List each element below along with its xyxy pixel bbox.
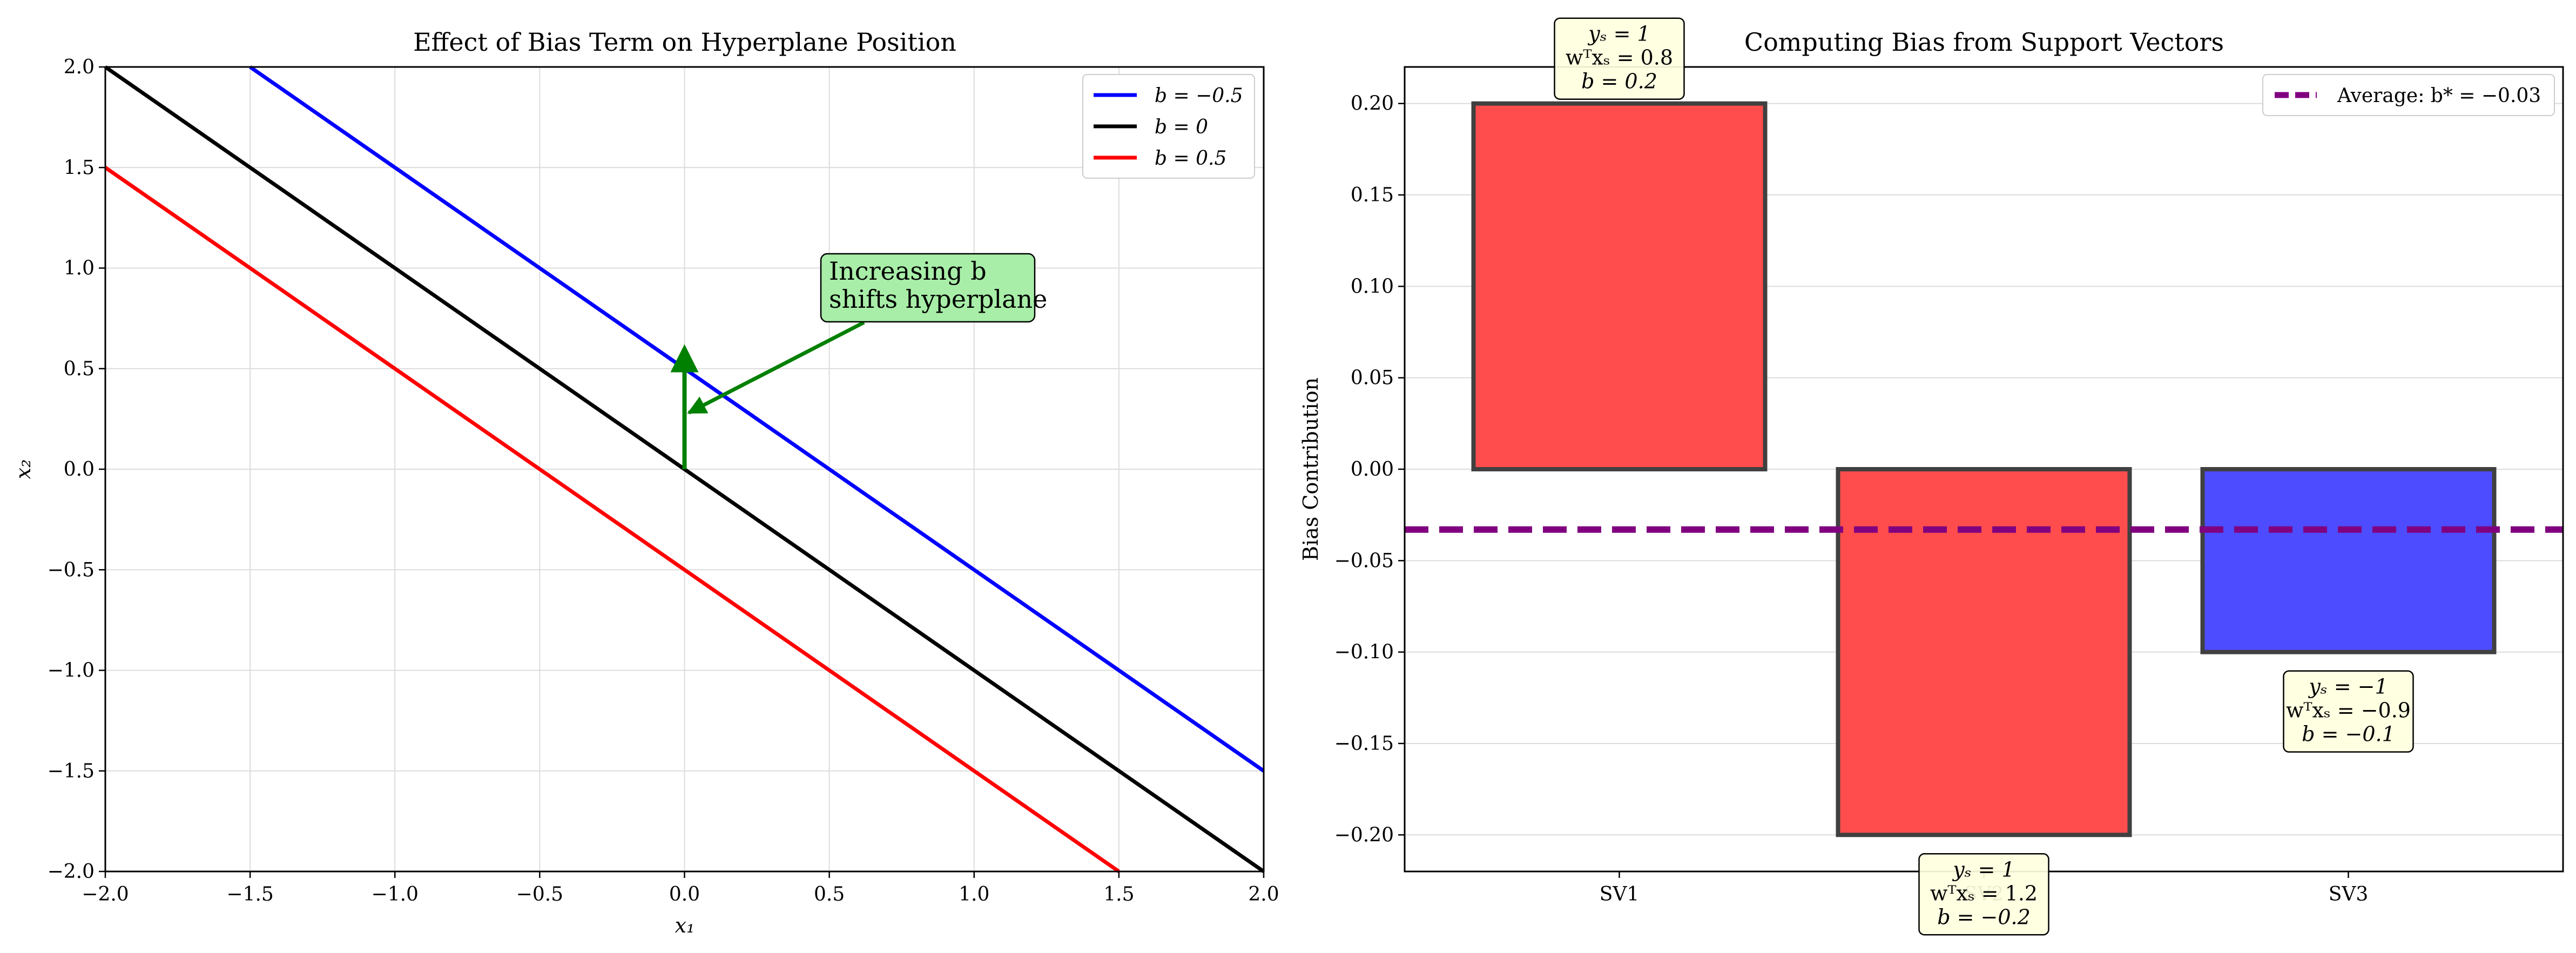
right-y-tick-label: 0.10 (1351, 275, 1394, 298)
left-x-tick-label: 2.0 (1248, 883, 1279, 905)
bar-label-box (2283, 670, 2414, 753)
right-y-tick-label: −0.20 (1334, 824, 1394, 846)
left-y-tick-label: −1.5 (48, 760, 95, 782)
bar-sv1 (1471, 101, 1768, 471)
right-y-axis-label: Bias Contribution (1299, 377, 1323, 561)
normal-arrow-head (670, 344, 699, 373)
right-y-tick-label: 0.00 (1351, 458, 1394, 481)
right-y-tick-label: 0.05 (1351, 367, 1394, 389)
left-x-tick-label: −1.5 (226, 883, 273, 905)
left-chart: Effect of Bias Term on Hyperplane Positi… (11, 28, 1279, 937)
annotation-box (820, 253, 1036, 323)
left-y-tick-label: −2.0 (48, 861, 95, 883)
right-legend-label: Average: b* = −0.03 (2337, 85, 2541, 107)
left-y-tick-label: 0.0 (64, 458, 95, 481)
right-y-tick-label: 0.15 (1351, 184, 1394, 206)
bar-label-line: b = −0.2 (1937, 905, 2031, 929)
left-y-tick-label: 1.0 (64, 258, 95, 280)
bar-label-box (1554, 17, 1685, 100)
bar-label-line: b = −0.1 (2302, 722, 2395, 746)
annotation-line-2: shifts hyperplane (829, 285, 1047, 314)
bar-label-line: b = 0.2 (1581, 70, 1657, 93)
left-x-tick-label: 0.5 (814, 883, 845, 905)
right-y-tick-label: −0.15 (1334, 733, 1394, 755)
left-annotation: Increasing b shifts hyperplane (820, 253, 1047, 323)
left-legend-label: b = 0.5 (1155, 147, 1226, 170)
right-x-tick-label: SV1 (1600, 883, 1640, 905)
left-x-tick-label: −2.0 (82, 883, 129, 905)
annotation-line-1: Increasing b (829, 256, 987, 286)
right-chart-title: Computing Bias from Support Vectors (1744, 28, 2224, 57)
left-x-tick-label: −0.5 (516, 883, 563, 905)
left-y-tick-label: −0.5 (48, 559, 95, 581)
left-normal-arrow (670, 320, 865, 469)
left-x-tick-label: 1.5 (1103, 883, 1134, 905)
left-legend: b = −0.5 b = 0 b = 0.5 (1082, 74, 1255, 179)
left-legend-label: b = −0.5 (1155, 85, 1243, 107)
left-y-tick-label: −1.0 (48, 660, 95, 682)
bar-label-line: wᵀxₛ = 1.2 (1930, 881, 2038, 905)
right-y-tick-label: −0.05 (1334, 550, 1394, 572)
left-y-tick-label: 1.5 (64, 157, 95, 179)
left-y-tick-label: 0.5 (64, 358, 95, 380)
left-y-ticks: −2.0 −1.5 −1.0 −0.5 0.0 0.5 1.0 1.5 2.0 (48, 56, 105, 883)
bar-sv3 (2200, 467, 2497, 654)
bar-label-line: wᵀxₛ = 0.8 (1566, 46, 1673, 70)
left-x-tick-label: 0.0 (669, 883, 700, 905)
left-legend-box (1082, 74, 1255, 179)
right-legend-box (2262, 74, 2555, 116)
left-legend-label: b = 0 (1155, 116, 1208, 138)
bar-label-line: yₛ = 1 (1587, 22, 1650, 46)
left-chart-title: Effect of Bias Term on Hyperplane Positi… (413, 28, 956, 57)
left-x-axis-label: x₁ (675, 914, 695, 937)
bar-label-box (1918, 853, 2049, 936)
right-bars (1471, 101, 2497, 837)
left-x-tick-label: −1.0 (372, 883, 419, 905)
right-x-tick-label: SV3 (2329, 883, 2369, 905)
right-legend: Average: b* = −0.03 (2262, 74, 2555, 116)
hyperplane-line (104, 166, 1120, 873)
bar-label-line: wᵀxₛ = −0.9 (2286, 699, 2411, 722)
bar-sv2 (1836, 467, 2132, 837)
left-x-tick-label: 1.0 (959, 883, 989, 905)
bar-label-line: yₛ = 1 (1952, 857, 2014, 881)
left-x-ticks: −2.0 −1.5 −1.0 −0.5 0.0 0.5 1.0 1.5 2.0 (82, 871, 1279, 905)
hyperplane-line (249, 65, 1265, 773)
left-axes-frame (104, 66, 1265, 873)
bar-label-line: yₛ = −1 (2308, 675, 2388, 699)
annotation-arrow (687, 320, 865, 415)
right-y-ticks: −0.20 −0.15 −0.10 −0.05 0.00 0.05 0.10 0.15 0.20 (1334, 93, 1405, 846)
right-y-tick-label: 0.20 (1351, 93, 1394, 115)
left-y-tick-label: 2.0 (64, 56, 95, 78)
right-chart: Computing Bias from Support Vectors −0.2… (1299, 17, 2564, 936)
right-y-tick-label: −0.10 (1334, 641, 1394, 664)
left-y-axis-label: x₂ (11, 459, 35, 479)
